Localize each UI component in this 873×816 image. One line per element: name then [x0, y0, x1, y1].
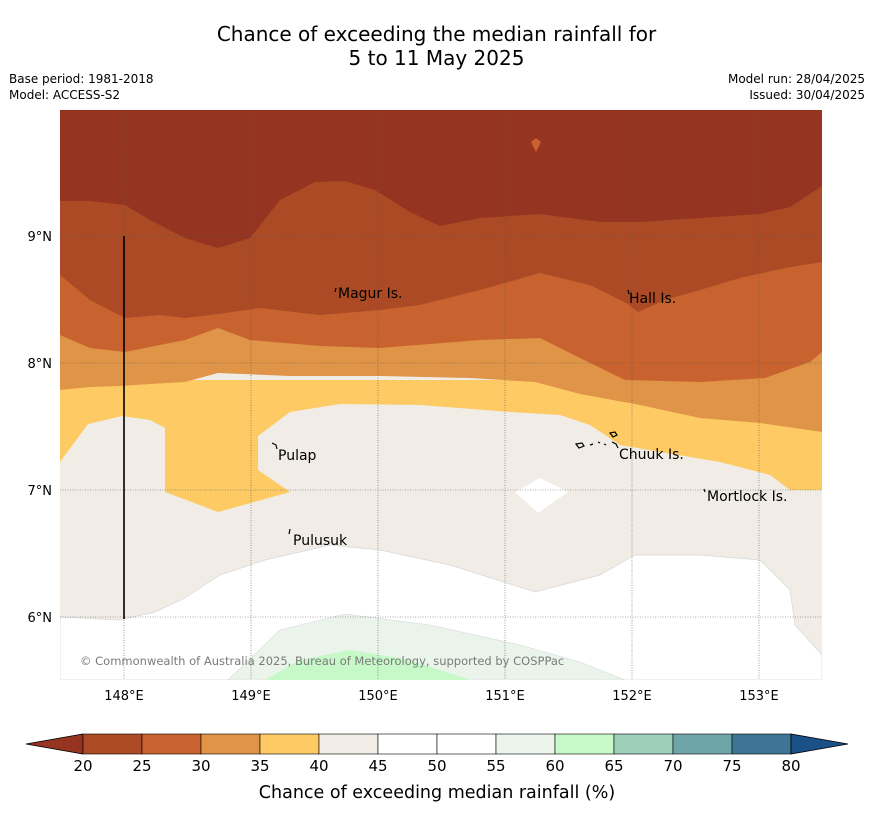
island-magur [334, 287, 337, 293]
island-hall [627, 289, 630, 295]
colorbar-tick-label: 60 [545, 757, 564, 775]
island-mortlock [703, 488, 706, 493]
meta-left: Base period: 1981-2018 Model: ACCESS-S2 [9, 71, 154, 103]
colorbar-swatch [200, 733, 261, 755]
colorbar-swatch [731, 733, 792, 755]
lat-label: 6°N [28, 611, 53, 626]
colorbar-label: Chance of exceeding median rainfall (%) [259, 783, 615, 803]
colorbar-tick-label: 55 [486, 757, 505, 775]
meta-right: Model run: 28/04/2025 Issued: 30/04/2025 [728, 71, 865, 103]
colorbar-tick-label: 40 [309, 757, 328, 775]
colorbar-swatch [613, 733, 674, 755]
colorbar-swatch [377, 733, 438, 755]
colorbar-swatch [82, 733, 143, 755]
label-magur: Magur Is. [338, 286, 403, 302]
colorbar-swatch [672, 733, 733, 755]
lon-label: 150°E [358, 689, 398, 704]
band-45-55 [60, 544, 822, 680]
colorbar-tick-label: 70 [663, 757, 682, 775]
label-pulusuk: Pulusuk [293, 533, 348, 549]
colorbar-swatch [318, 733, 379, 755]
lon-axis: 148°E 149°E 150°E 151°E 152°E 153°E [104, 689, 779, 704]
lat-axis: 9°N 8°N 7°N 6°N [28, 230, 53, 626]
colorbar-tick-label: 35 [250, 757, 269, 775]
colorbar-tick-label: 75 [722, 757, 741, 775]
band-60-65 [265, 650, 470, 680]
colorbar-swatch [436, 733, 497, 755]
colorbar-swatch [141, 733, 202, 755]
lon-label: 153°E [739, 689, 779, 704]
band-35-40 [60, 380, 822, 512]
colorbar-tick-label: 25 [132, 757, 151, 775]
colorbar-tick-label: 30 [191, 757, 210, 775]
label-mortlock: Mortlock Is. [707, 489, 787, 505]
island-pulusuk [288, 528, 291, 535]
issued-date: Issued: 30/04/2025 [749, 88, 865, 102]
band-under-20 [60, 110, 822, 248]
colorbar-tick-label: 80 [781, 757, 800, 775]
island-chuuk [574, 431, 619, 449]
model-run: Model run: 28/04/2025 [727, 72, 865, 86]
lon-label: 148°E [104, 689, 144, 704]
colorbar-tick-label: 65 [604, 757, 623, 775]
title-line-1: Chance of exceeding the median rainfall … [216, 22, 657, 46]
label-chuuk: Chuuk Is. [619, 447, 684, 463]
lat-label: 8°N [28, 357, 53, 372]
island-outlines [271, 287, 706, 535]
colorbar-tick-label: 50 [427, 757, 446, 775]
colorbar-tick-label: 45 [368, 757, 387, 775]
graticule [60, 110, 822, 680]
colorbar: 20 25 30 35 40 45 50 55 60 65 70 75 80 [25, 733, 849, 775]
lon-label: 149°E [231, 689, 271, 704]
colorbar-tick-label: 20 [73, 757, 92, 775]
rain-blob [531, 138, 541, 152]
lon-label: 151°E [485, 689, 525, 704]
map-title: Chance of exceeding the median rainfall … [0, 22, 873, 70]
lon-label: 152°E [612, 689, 652, 704]
model-name: Model: ACCESS-S2 [9, 88, 121, 102]
colorbar-over-arrow [790, 733, 849, 755]
map-panel: Magur Is. Hall Is. Pulap Chuuk Is. Mortl… [60, 110, 822, 680]
label-pulap: Pulap [278, 448, 317, 464]
base-period: Base period: 1981-2018 [9, 72, 154, 86]
label-hall: Hall Is. [629, 291, 676, 307]
colorbar-under-arrow [25, 733, 84, 755]
colorbar-swatch [554, 733, 615, 755]
colorbar-swatch [259, 733, 320, 755]
copyright-notice: © Commonwealth of Australia 2025, Bureau… [80, 654, 564, 668]
lat-label: 9°N [28, 230, 53, 245]
island-pulap [271, 442, 278, 450]
white-patch [515, 478, 568, 513]
colorbar-swatch [495, 733, 556, 755]
title-line-2: 5 to 11 May 2025 [348, 46, 525, 70]
lat-label: 7°N [28, 484, 53, 499]
